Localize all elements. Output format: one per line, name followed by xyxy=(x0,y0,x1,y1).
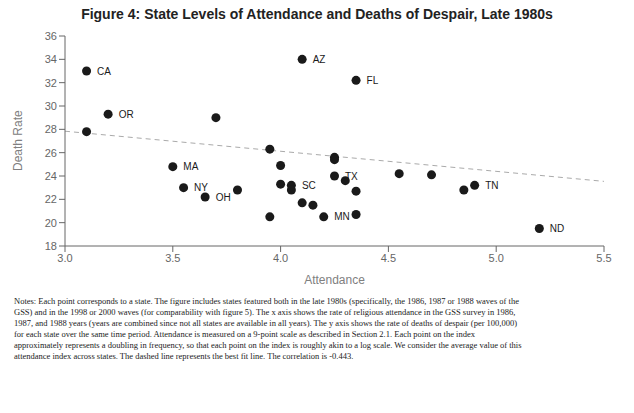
svg-text:CA: CA xyxy=(97,66,111,77)
svg-text:18: 18 xyxy=(45,240,57,252)
svg-text:FL: FL xyxy=(367,75,379,86)
svg-text:OR: OR xyxy=(119,109,134,120)
svg-text:ND: ND xyxy=(550,223,564,234)
html-text:approximately represents a dou: approximately represents a doubling in f… xyxy=(14,340,522,351)
svg-text:4.5: 4.5 xyxy=(381,252,396,264)
svg-text:32: 32 xyxy=(45,77,57,89)
html-text:attendance index across states: attendance index across states. The dash… xyxy=(14,351,354,362)
svg-text:3.5: 3.5 xyxy=(165,252,180,264)
html-text:Figure 4: State Levels of Atte: Figure 4: State Levels of Attendance and… xyxy=(81,6,553,22)
svg-text:MA: MA xyxy=(183,161,198,172)
html-text:GSS) and in the 1998 or 2000 w: GSS) and in the 1998 or 2000 waves (for … xyxy=(14,307,516,317)
svg-text:36: 36 xyxy=(45,30,57,42)
svg-text:4.0: 4.0 xyxy=(273,252,288,264)
html-text:1987, and 1988 years (years ar: 1987, and 1988 years (years are combined… xyxy=(14,318,518,329)
svg-text:SC: SC xyxy=(302,180,316,191)
svg-text:3.0: 3.0 xyxy=(57,252,72,264)
svg-text:20: 20 xyxy=(45,217,57,229)
svg-text:5.0: 5.0 xyxy=(489,252,504,264)
svg-text:26: 26 xyxy=(45,147,57,159)
svg-text:Attendance: Attendance xyxy=(304,273,365,287)
svg-text:MN: MN xyxy=(334,211,350,222)
svg-text:24: 24 xyxy=(45,170,57,182)
html-text:Notes: Each point corresponds: Notes: Each point corresponds to a state… xyxy=(14,296,519,306)
svg-text:Death Rate: Death Rate xyxy=(11,110,25,171)
svg-text:NY: NY xyxy=(194,182,208,193)
svg-text:TN: TN xyxy=(485,180,498,191)
svg-text:22: 22 xyxy=(45,193,57,205)
html-text:for each state over the same t: for each state over the same time period… xyxy=(14,329,475,340)
svg-text:30: 30 xyxy=(45,100,57,112)
svg-text:28: 28 xyxy=(45,123,57,135)
svg-text:OH: OH xyxy=(216,192,231,203)
svg-text:AZ: AZ xyxy=(313,54,326,65)
svg-text:5.5: 5.5 xyxy=(596,252,611,264)
svg-text:34: 34 xyxy=(45,53,57,65)
svg-text:TX: TX xyxy=(345,171,358,182)
